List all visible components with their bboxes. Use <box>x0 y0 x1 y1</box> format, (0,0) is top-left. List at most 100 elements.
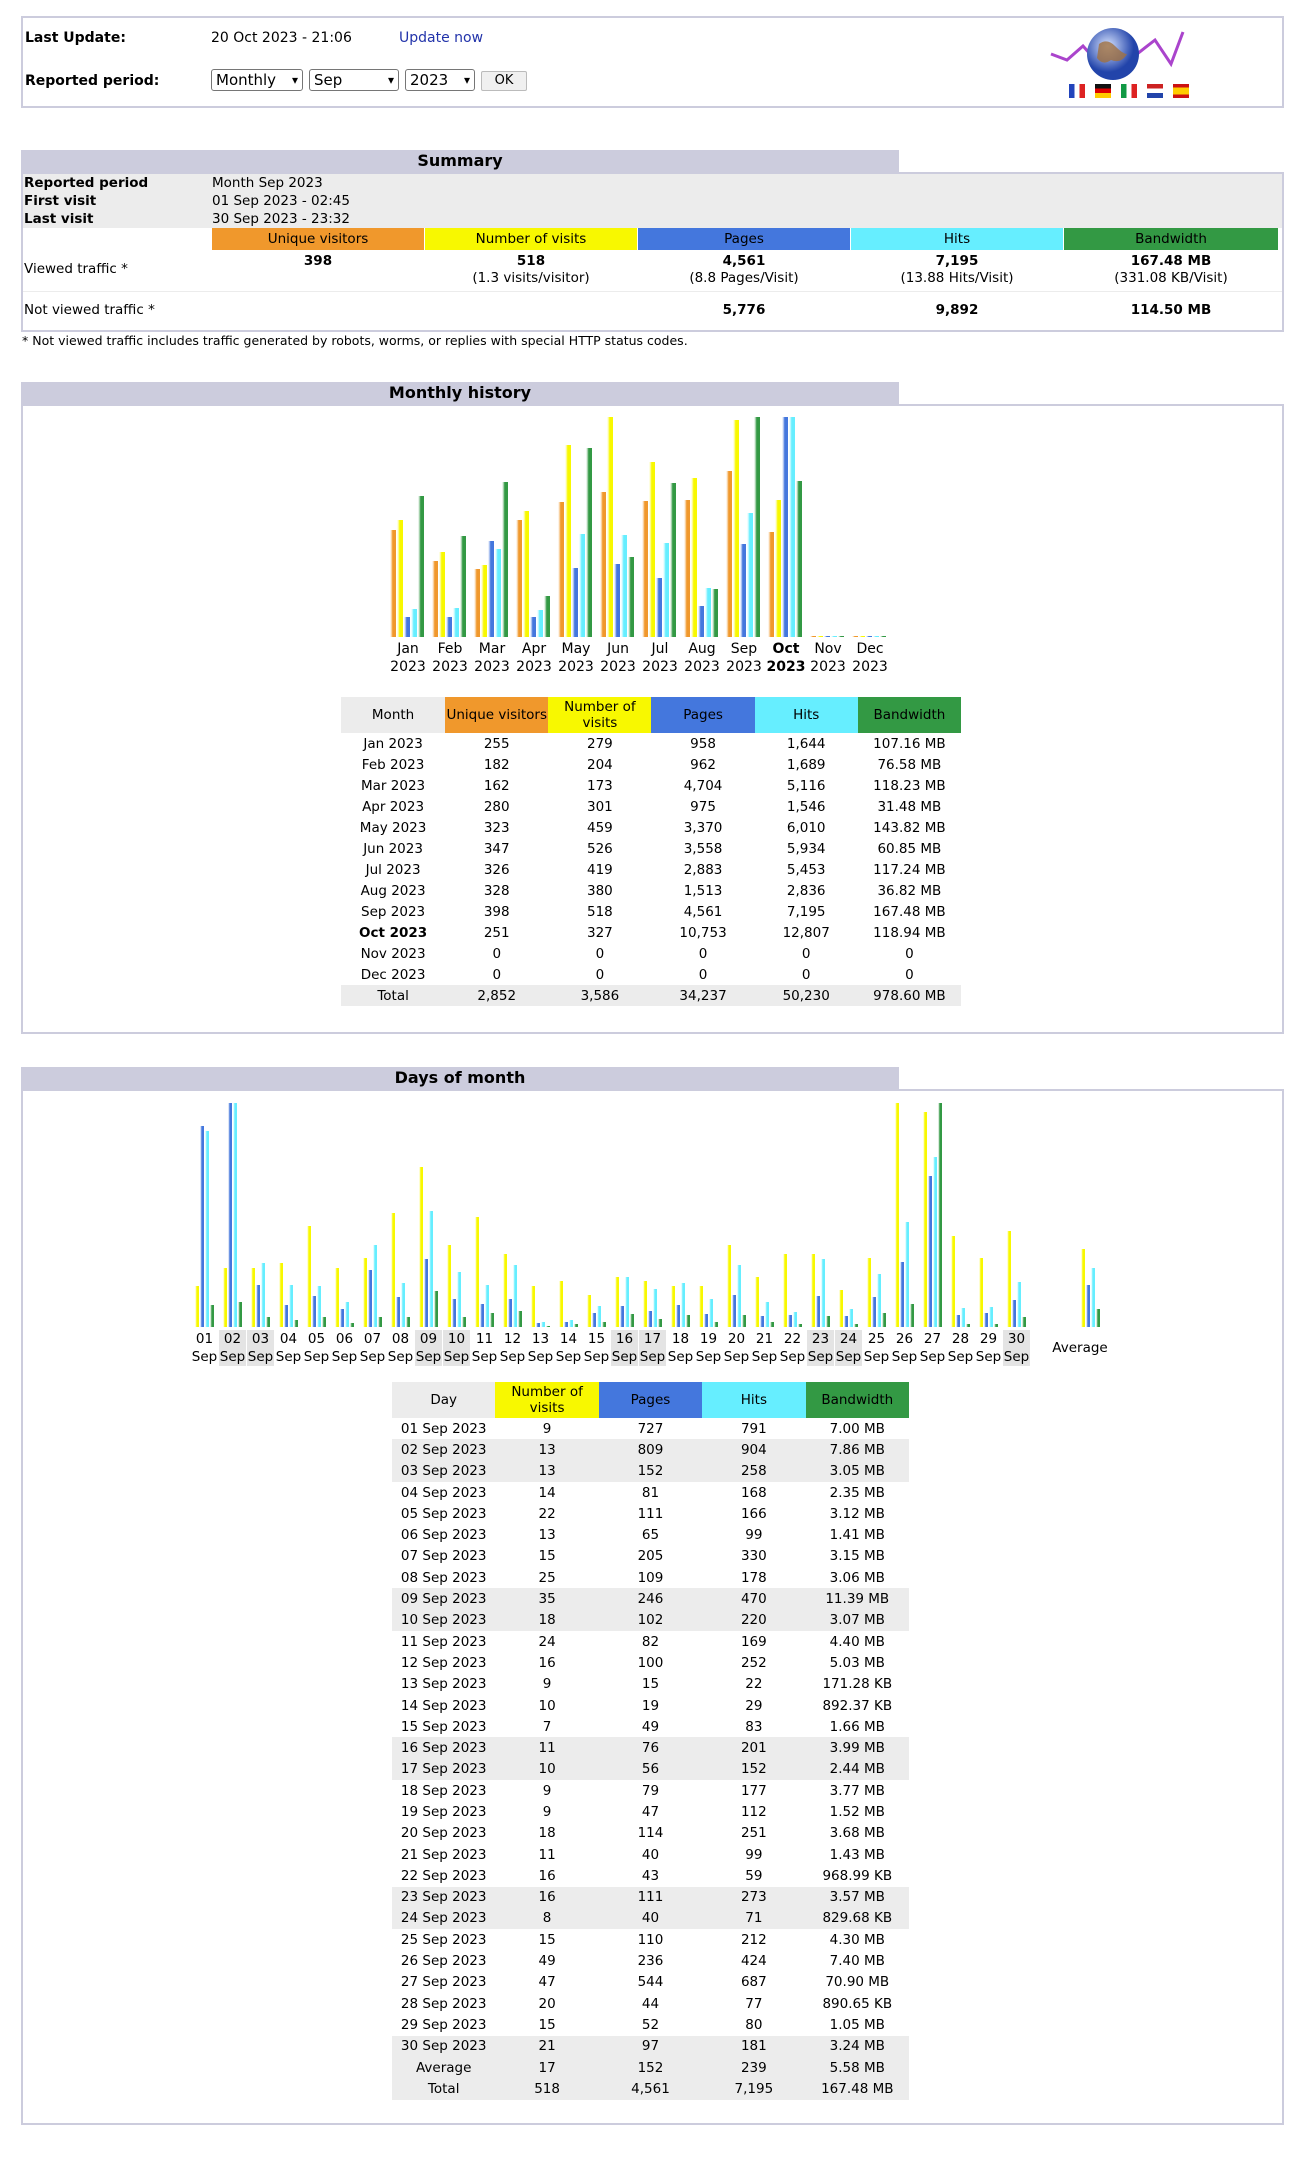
table-cell: 04 Sep 2023 <box>400 1484 487 1501</box>
axis-month: Sep <box>639 1349 666 1365</box>
daily-axis-label: 22 Sep <box>779 1330 806 1366</box>
table-cell: 76.58 MB <box>877 756 942 773</box>
table-cell: 892.37 KB <box>822 1697 893 1714</box>
daily-bar-bandwidth-07 <box>378 1317 382 1327</box>
monthly-col-header: Month <box>341 697 446 733</box>
flag-es-icon[interactable] <box>1173 84 1189 98</box>
flag-de-icon[interactable] <box>1095 84 1111 98</box>
daily-axis-label: 12 Sep <box>499 1330 526 1366</box>
table-cell: 152 <box>637 1463 664 1480</box>
table-cell: 968.99 KB <box>822 1867 893 1884</box>
daily-axis-label: 26 Sep <box>891 1330 918 1366</box>
table-cell: 167.48 MB <box>805 2078 909 2100</box>
monthly-bar-number-of-visits-dec-2023 <box>859 636 865 637</box>
daily-bar-pages-04 <box>284 1305 288 1327</box>
table-cell: Jan 2023 <box>363 735 423 752</box>
table-cell: 06 Sep 2023 <box>400 1527 487 1544</box>
daily-bar-number-of-visits-average <box>1081 1249 1085 1327</box>
daily-bar-number-of-visits-12 <box>503 1254 507 1327</box>
table-cell: 181 <box>740 2038 767 2055</box>
table-cell: 347 <box>483 840 510 857</box>
table-row: 20 Sep 2023 18 114 251 3.68 MB <box>392 1823 909 1844</box>
table-cell: 20 Sep 2023 <box>400 1825 487 1842</box>
reported-period-label: Reported period: <box>25 73 160 89</box>
flag-nl-icon[interactable] <box>1147 84 1163 98</box>
viewed-bw: 167.48 MB <box>1130 253 1212 269</box>
update-now-link[interactable]: Update now <box>399 30 484 46</box>
daily-bar-number-of-visits-26 <box>895 1103 899 1327</box>
table-cell: 6,010 <box>786 819 826 836</box>
table-cell: 118.23 MB <box>873 777 946 794</box>
daily-axis-label: 19 Sep <box>695 1330 722 1366</box>
daily-bar-hits-06 <box>345 1302 349 1327</box>
flag-it-icon[interactable] <box>1121 84 1137 98</box>
axis-month: Sep <box>387 1349 414 1365</box>
daily-bar-pages-03 <box>256 1285 260 1327</box>
daily-bar-bandwidth-22 <box>798 1324 802 1327</box>
col-number-of-visits: Number of visits <box>425 228 637 250</box>
table-cell: 419 <box>587 861 613 878</box>
month-select[interactable]: Sep ▾ <box>309 69 399 91</box>
axis-day: 25 <box>867 1331 886 1347</box>
daily-bar-bandwidth-10 <box>462 1317 466 1327</box>
monthly-bar-hits-jul-2023 <box>663 543 669 637</box>
table-row: Jan 2023 255 279 958 1,644 107.16 MB <box>341 733 961 754</box>
daily-bar-bandwidth-06 <box>350 1323 354 1327</box>
table-cell: 301 <box>587 798 613 815</box>
table-cell: 102 <box>637 1612 664 1629</box>
monthly-bar-pages-jul-2023 <box>656 578 662 637</box>
table-cell: 0 <box>492 966 502 983</box>
axis-year: 2023 <box>558 659 594 675</box>
monthly-col-header: Unique visitors <box>445 697 549 733</box>
monthly-bar-pages-apr-2023 <box>530 617 536 637</box>
axis-month: Apr <box>521 641 547 657</box>
table-cell: 2,852 <box>445 985 549 1006</box>
daily-bar-bandwidth-05 <box>322 1317 326 1327</box>
table-cell: 0 <box>698 966 708 983</box>
table-cell: 380 <box>587 882 613 899</box>
daily-bar-bandwidth-25 <box>882 1313 886 1327</box>
period-type-select[interactable]: Monthly ▾ <box>211 69 303 91</box>
monthly-chart <box>390 417 886 637</box>
year-select[interactable]: 2023 ▾ <box>405 69 475 91</box>
daily-bar-pages-21 <box>760 1316 764 1327</box>
summary-footnote: * Not viewed traffic includes traffic ge… <box>22 333 688 348</box>
daily-bar-number-of-visits-14 <box>559 1281 563 1327</box>
viewed-pages-sub: (8.8 Pages/Visit) <box>689 270 799 286</box>
daily-axis-label: 08 Sep <box>387 1330 414 1366</box>
axis-month: Sep <box>471 1349 498 1365</box>
table-cell: 52 <box>641 2016 660 2033</box>
table-cell: 20 <box>538 1995 556 2012</box>
table-cell: 518 <box>587 903 613 920</box>
table-row: Dec 2023 0 0 0 0 0 <box>341 964 961 985</box>
monthly-bar-number-of-visits-feb-2023 <box>439 552 445 637</box>
table-cell: 77 <box>745 1995 763 2012</box>
flag-fr-icon[interactable] <box>1069 84 1085 98</box>
table-cell: 178 <box>740 1569 767 1586</box>
daily-bar-hits-13 <box>541 1322 545 1327</box>
table-cell: 10 <box>538 1697 556 1714</box>
daily-bar-number-of-visits-22 <box>783 1254 787 1327</box>
period-type-value: Monthly <box>216 71 277 89</box>
table-cell: 76 <box>641 1740 660 1757</box>
table-cell: 15 <box>538 1548 556 1565</box>
daily-bar-bandwidth-19 <box>714 1322 718 1327</box>
daily-bar-bandwidth-27 <box>938 1103 942 1327</box>
notviewed-bw: 114.50 MB <box>1130 302 1212 318</box>
axis-month: Sep <box>730 641 758 657</box>
language-flags <box>1047 84 1189 102</box>
table-cell: 25 <box>538 1569 556 1586</box>
table-cell: 5,453 <box>786 861 826 878</box>
table-cell: 99 <box>745 1846 763 1863</box>
ok-button[interactable]: OK <box>481 71 527 91</box>
monthly-bar-unique-visitors-feb-2023 <box>432 561 438 637</box>
daily-axis-label: 05 Sep <box>303 1330 330 1366</box>
monthly-bar-bandwidth-apr-2023 <box>544 596 550 637</box>
axis-month: Sep <box>723 1349 750 1365</box>
table-cell: 2.44 MB <box>829 1761 885 1778</box>
axis-month: Sep <box>415 1349 442 1365</box>
col-pages: Pages <box>638 228 850 250</box>
daily-bar-pages-19 <box>704 1314 708 1327</box>
table-cell: 424 <box>740 1953 767 1970</box>
daily-bar-hits-24 <box>849 1309 853 1327</box>
